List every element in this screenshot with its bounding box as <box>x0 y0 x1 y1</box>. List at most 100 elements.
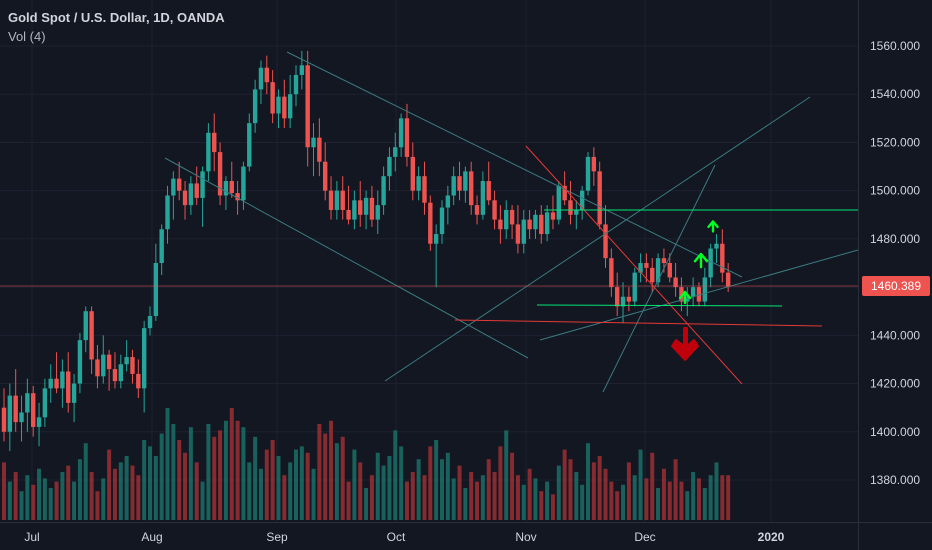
volume-bar <box>153 456 158 520</box>
x-tick-label: Nov <box>515 530 536 544</box>
y-tick-label: 1400.000 <box>870 425 920 439</box>
volume-bar <box>142 440 147 520</box>
volume-bar <box>720 475 725 520</box>
candle-body <box>650 267 655 283</box>
candle-body <box>381 176 386 206</box>
candle-body <box>194 183 199 198</box>
volume-bar <box>112 468 117 520</box>
candle-body <box>60 371 65 389</box>
volume-bar <box>130 465 135 520</box>
candle-body <box>7 395 13 432</box>
volume-bar <box>282 475 287 520</box>
y-tick-label: 1440.000 <box>870 328 920 342</box>
candle-body <box>311 137 316 148</box>
candle-body <box>673 277 678 288</box>
candle-body <box>13 395 18 423</box>
gridlines <box>0 0 858 522</box>
volume-bar <box>399 446 404 520</box>
candle-body <box>352 200 357 220</box>
volume-bar <box>550 494 555 520</box>
x-tick-label: Oct <box>387 530 406 544</box>
candle-body <box>19 412 24 423</box>
volume-bar <box>685 491 690 520</box>
volume-bar <box>346 481 351 520</box>
volume-bar <box>159 433 164 520</box>
candle-body <box>585 156 591 191</box>
candle-body <box>486 181 491 201</box>
volume-bar <box>451 478 456 520</box>
volume-bar <box>498 446 503 520</box>
candle-body <box>451 176 456 196</box>
candle-body <box>603 224 608 259</box>
level-green-support <box>536 304 783 307</box>
volume-bar <box>136 475 141 520</box>
candle-body <box>428 202 433 244</box>
x-tick-label: 2020 <box>758 530 785 544</box>
candle-body <box>177 178 182 191</box>
candle-body <box>725 272 731 288</box>
candle-body <box>252 89 258 124</box>
volume-indicator-label[interactable]: Vol (4) <box>8 29 46 44</box>
candle-body <box>591 156 597 172</box>
volume-bar <box>714 462 719 520</box>
y-tick-label: 1380.000 <box>870 473 920 487</box>
candle-body <box>387 156 392 177</box>
candle-body <box>527 219 532 230</box>
volume-bar <box>107 449 112 520</box>
candle-body <box>720 243 725 273</box>
candle-body <box>469 171 474 206</box>
candle-body <box>597 171 602 225</box>
drawings <box>0 51 859 393</box>
candle-body <box>223 181 229 196</box>
candle-body <box>404 118 410 157</box>
volume-bar <box>603 468 608 520</box>
volume-bar <box>375 452 380 520</box>
candle-body <box>661 258 667 263</box>
volume-bar <box>404 481 409 520</box>
candle-body <box>165 195 170 230</box>
volume-bar <box>317 424 322 520</box>
candle-body <box>200 171 205 198</box>
volume-bar <box>31 484 36 520</box>
y-tick-label: 1480.000 <box>870 232 920 246</box>
volume-bar <box>708 475 713 520</box>
candle-body <box>568 200 573 215</box>
candlesticks <box>1 50 731 452</box>
volume-bar <box>299 446 304 520</box>
trend-line-support <box>539 249 859 341</box>
candle-body <box>317 137 322 162</box>
candle-body <box>31 393 36 427</box>
candle-body <box>708 248 713 278</box>
volume-bar <box>264 449 269 520</box>
candle-body <box>83 311 88 341</box>
candle-body <box>544 212 550 235</box>
y-tick-label: 1520.000 <box>870 135 920 149</box>
candle-body <box>54 378 59 389</box>
volume-bar <box>480 475 485 520</box>
volume-bar <box>200 481 205 520</box>
volume-bars <box>2 408 731 520</box>
candle-body <box>112 369 118 382</box>
volume-bar <box>253 436 258 520</box>
volume-bar <box>188 427 193 520</box>
candle-body <box>287 94 293 119</box>
volume-bar <box>206 424 211 520</box>
candle-body <box>217 152 223 196</box>
volume-bar <box>288 462 293 520</box>
volume-bar <box>340 436 345 520</box>
volume-bar <box>626 462 631 520</box>
candle-body <box>492 200 497 220</box>
volume-bar <box>434 440 439 520</box>
trend-line-ascending <box>384 96 811 382</box>
candle-body <box>130 357 135 374</box>
candle-body <box>644 263 649 268</box>
volume-bar <box>702 488 707 520</box>
candle-body <box>147 316 153 329</box>
volume-bar <box>369 475 374 520</box>
x-tick-label: Jul <box>24 530 39 544</box>
volume-bar <box>440 459 444 520</box>
candle-body <box>638 263 643 273</box>
